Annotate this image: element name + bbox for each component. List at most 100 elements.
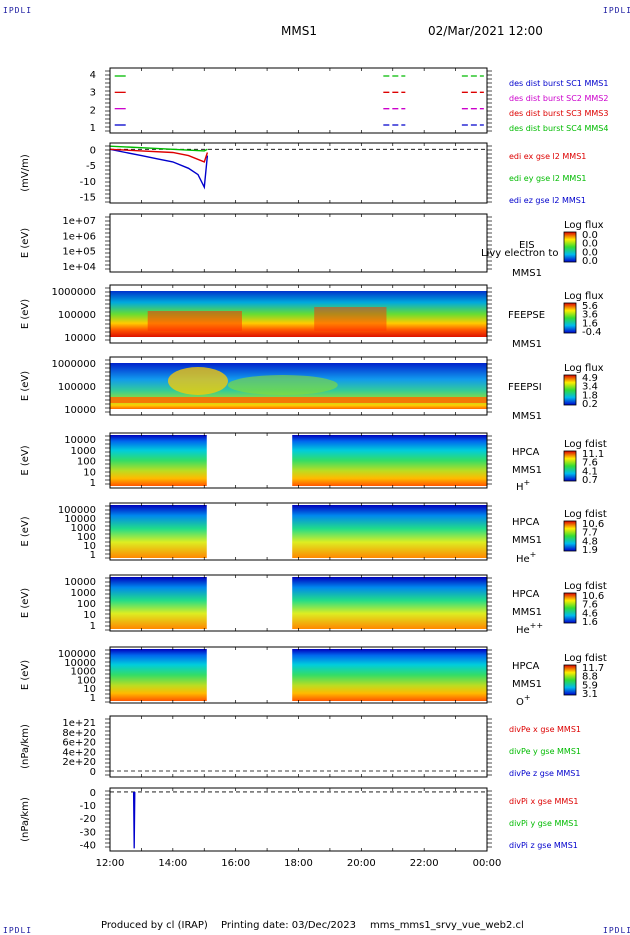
ylabel-hpca_h: E (eV) [20, 445, 31, 475]
page-title: MMS1 [281, 24, 317, 38]
ytick-label-feepsi: 10000 [64, 405, 96, 416]
ytick-label-feepse: 10000 [64, 333, 96, 344]
legend-entry-divpi: divPi x gse MMS1 [509, 797, 578, 806]
colorbar-tick-label-eis: 0.0 [582, 247, 598, 258]
colorbar-title-hpca_he: Log fdist [564, 509, 607, 520]
instrument-label-hpca_o: HPCA [512, 661, 540, 672]
colorbar-tick-label-feepse: 3.6 [582, 310, 598, 321]
colorbar-tick-label-hpca_h: 7.6 [582, 458, 598, 469]
instrument-label-feepsi: FEEPSI [508, 382, 542, 393]
heatmap-fill-hpca_hepp [292, 577, 487, 629]
ytick-label-divpi: -20 [80, 814, 96, 825]
colorbar-title-eis: Log flux [564, 220, 604, 231]
colorbar-tick-label-hpca_hepp: 1.6 [582, 617, 598, 628]
ytick-label-divpi: -40 [80, 840, 96, 851]
legend-entry-burst: des dist burst SC3 MMS3 [509, 109, 608, 118]
colorbar-tick-label-feepsi: 3.4 [582, 382, 598, 393]
ylabel-edi: (mV/m) [20, 154, 31, 192]
colorbar-tick-label-hpca_he: 7.7 [582, 528, 598, 539]
colorbar-title-hpca_o: Log fdist [564, 653, 607, 664]
ytick-label-hpca_o: 100000 [58, 649, 96, 660]
colorbar-tick-label-feepsi: 4.9 [582, 373, 598, 384]
ytick-label-hpca_o: 1000 [71, 667, 96, 678]
ytick-label-eis: 1e+05 [62, 247, 96, 258]
ion-species-label-hpca_he: He+ [516, 550, 536, 565]
heatmap-fill-hpca_he [292, 505, 487, 558]
time-axis-label: 00:00 [473, 858, 502, 869]
instrument-label-eis: EIS [519, 240, 535, 251]
series-line-edi [109, 148, 209, 163]
ytick-label-hpca_he: 100 [77, 532, 96, 543]
instrument-label-hpca_h: HPCA [512, 447, 540, 458]
colorbar-title-hpca_hepp: Log fdist [564, 581, 607, 592]
ytick-label-divpi: 0 [90, 788, 96, 799]
heatmap-enhancement-feepse [147, 311, 242, 331]
ytick-label-hpca_h: 10 [83, 467, 96, 478]
series-line-edi [109, 148, 209, 190]
colorbar-tick-label-feepsi: 1.8 [582, 390, 598, 401]
ytick-label-divpi: -10 [80, 801, 96, 812]
spacecraft-label-feepse: MMS1 [512, 339, 542, 350]
ytick-label-hpca_hepp: 1 [90, 621, 96, 632]
colorbar-tick-label-feepse: 5.6 [582, 301, 598, 312]
ytick-label-hpca_o: 100 [77, 675, 96, 686]
ytick-label-hpca_he: 1000 [71, 523, 96, 534]
ytick-label-hpca_he: 100000 [58, 505, 96, 516]
time-axis-label: 12:00 [96, 858, 125, 869]
heatmap-fill-hpca_h [292, 435, 487, 486]
time-axis-label: 20:00 [347, 858, 376, 869]
colorbar-tick-label-eis: 0.0 [582, 239, 598, 250]
ytick-label-edi: -5 [86, 161, 96, 172]
spacecraft-label-hpca_hepp: MMS1 [512, 607, 542, 618]
legend-entry-divpe: divPe x gse MMS1 [509, 725, 581, 734]
ylabel-eis: E (eV) [20, 228, 31, 258]
spacecraft-label-hpca_o: MMS1 [512, 679, 542, 690]
ylabel-feepsi: E (eV) [20, 371, 31, 401]
colorbar-tick-label-hpca_o: 5.9 [582, 680, 598, 691]
legend-entry-burst: des dist burst SC1 MMS1 [509, 79, 608, 88]
colorbar-feepsi [563, 374, 577, 406]
ytick-label-divpi: -30 [80, 827, 96, 838]
legend-entry-edi: edi ey gse l2 MMS1 [509, 174, 587, 183]
ytick-label-feepsi: 1000000 [51, 359, 96, 370]
colorbar-tick-label-hpca_he: 4.8 [582, 536, 598, 547]
spacecraft-label-hpca_h: MMS1 [512, 465, 542, 476]
ytick-label-hpca_he: 10 [83, 541, 96, 552]
heatmap-band-feepsi [110, 397, 487, 403]
ytick-label-divpe: 1e+21 [62, 718, 96, 729]
ytick-label-burst: 4 [90, 70, 96, 81]
corner-mark-top-right: IPDLI [603, 6, 630, 15]
legend-entry-burst: des dist burst SC2 MMS2 [509, 94, 608, 103]
ylabel-divpe: (nPa/km) [20, 724, 31, 769]
ylabel-hpca_he: E (eV) [20, 516, 31, 546]
series-line-edi [109, 145, 208, 152]
ylabel-feepse: E (eV) [20, 299, 31, 329]
heatmap-enhancement-feepsi [227, 375, 338, 395]
ion-species-label-hpca_h: H+ [516, 478, 530, 493]
ytick-label-hpca_he: 1 [90, 550, 96, 561]
time-axis-label: 22:00 [410, 858, 439, 869]
ytick-label-divpe: 8e+20 [62, 728, 96, 739]
ytick-label-hpca_hepp: 10 [83, 610, 96, 621]
ytick-label-divpe: 0 [90, 767, 96, 778]
legend-entry-divpe: divPe z gse MMS1 [509, 769, 580, 778]
heatmap-fill-hpca_h [110, 435, 207, 486]
ytick-label-hpca_hepp: 1000 [71, 588, 96, 599]
overlay-text-eis: Livy electron to [481, 248, 558, 259]
corner-mark-bottom-left: IPDLI [3, 926, 33, 935]
heatmap-fill-hpca_he [110, 505, 207, 558]
ytick-label-edi: 0 [90, 145, 96, 156]
ytick-label-feepse: 1000000 [51, 287, 96, 298]
colorbar-tick-label-hpca_o: 3.1 [582, 689, 598, 700]
heatmap-fill-hpca_hepp [110, 577, 207, 629]
spacecraft-label-feepsi: MMS1 [512, 411, 542, 422]
ytick-label-hpca_hepp: 10000 [64, 577, 96, 588]
colorbar-tick-label-feepse: 1.6 [582, 318, 598, 329]
ylabel-hpca_o: E (eV) [20, 660, 31, 690]
ytick-label-divpe: 4e+20 [62, 747, 96, 758]
ytick-label-edi: -15 [80, 193, 96, 204]
spacecraft-label-hpca_he: MMS1 [512, 535, 542, 546]
legend-entry-burst: des dist burst SC4 MMS4 [509, 124, 608, 133]
colorbar-hpca_h [563, 450, 577, 482]
